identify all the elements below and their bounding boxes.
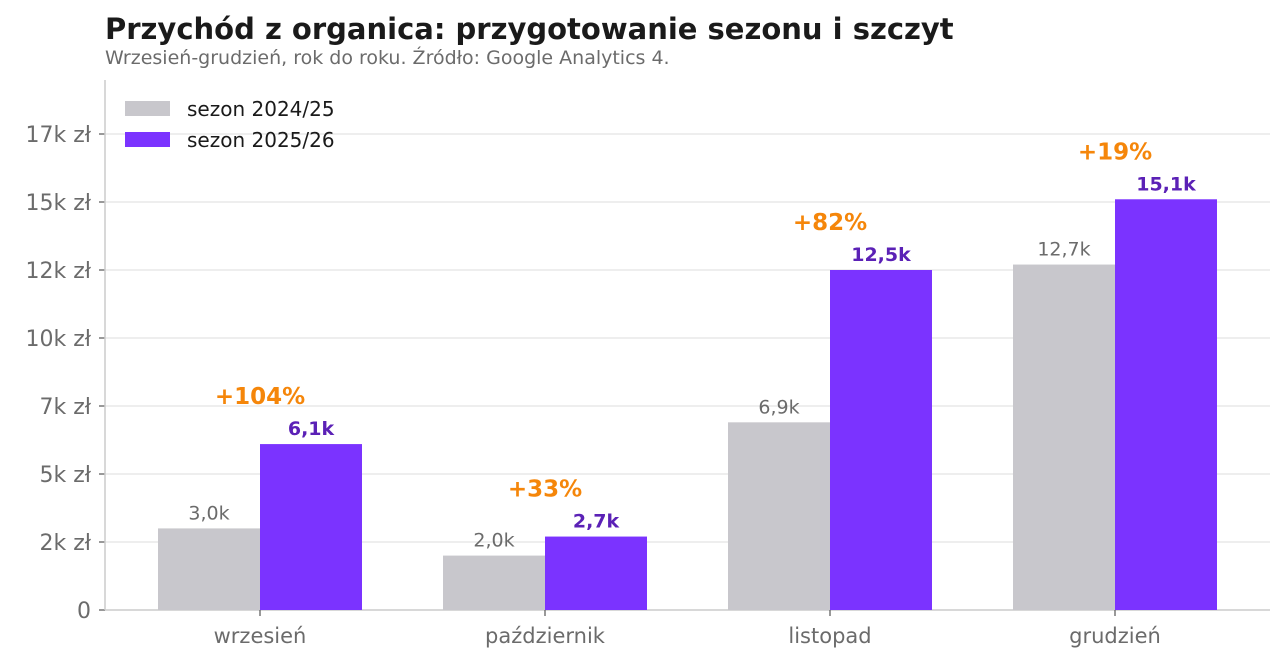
legend-swatch <box>125 101 170 116</box>
data-label-2024-25: 2,0k <box>473 530 514 552</box>
data-label-2025-26: 6,1k <box>288 418 335 440</box>
chart-subtitle: Wrzesień-grudzień, rok do roku. Źródło: … <box>105 47 670 69</box>
bar-sezon-2024-25 <box>728 422 830 610</box>
chart-title: Przychód z organica: przygotowanie sezon… <box>105 12 954 46</box>
yoy-change-label: +33% <box>508 477 582 503</box>
y-tick-label: 2k zł <box>39 531 91 556</box>
y-tick-label: 15k zł <box>25 191 91 216</box>
bar-sezon-2024-25 <box>158 528 260 610</box>
bar-sezon-2024-25 <box>1013 264 1115 610</box>
yoy-change-label: +104% <box>215 384 305 410</box>
y-tick-label: 0 <box>77 599 91 624</box>
bar-sezon-2024-25 <box>443 555 545 610</box>
data-label-2024-25: 6,9k <box>758 396 799 418</box>
x-tick-label: grudzień <box>1069 624 1161 648</box>
legend-label: sezon 2024/25 <box>187 97 335 121</box>
legend-label: sezon 2025/26 <box>187 128 335 152</box>
data-label-2025-26: 12,5k <box>851 244 911 266</box>
x-tick-label: październik <box>485 624 606 648</box>
x-tick-label: listopad <box>788 624 871 648</box>
y-tick-label: 12k zł <box>25 259 91 284</box>
bar-sezon-2025-26 <box>1115 199 1217 610</box>
yoy-change-label: +19% <box>1078 139 1152 165</box>
y-tick-label: 5k zł <box>39 463 91 488</box>
y-tick-label: 17k zł <box>25 123 91 148</box>
data-label-2024-25: 3,0k <box>188 502 229 524</box>
yoy-change-label: +82% <box>793 210 867 236</box>
data-label-2024-25: 12,7k <box>1037 239 1090 261</box>
bar-sezon-2025-26 <box>830 270 932 610</box>
y-tick-label: 10k zł <box>25 327 91 352</box>
bar-sezon-2025-26 <box>545 536 647 610</box>
x-tick-label: wrzesień <box>214 624 307 648</box>
data-label-2025-26: 15,1k <box>1136 173 1196 195</box>
data-label-2025-26: 2,7k <box>573 511 620 533</box>
legend-swatch <box>125 132 170 147</box>
y-tick-label: 7k zł <box>39 395 91 420</box>
bar-sezon-2025-26 <box>260 444 362 610</box>
